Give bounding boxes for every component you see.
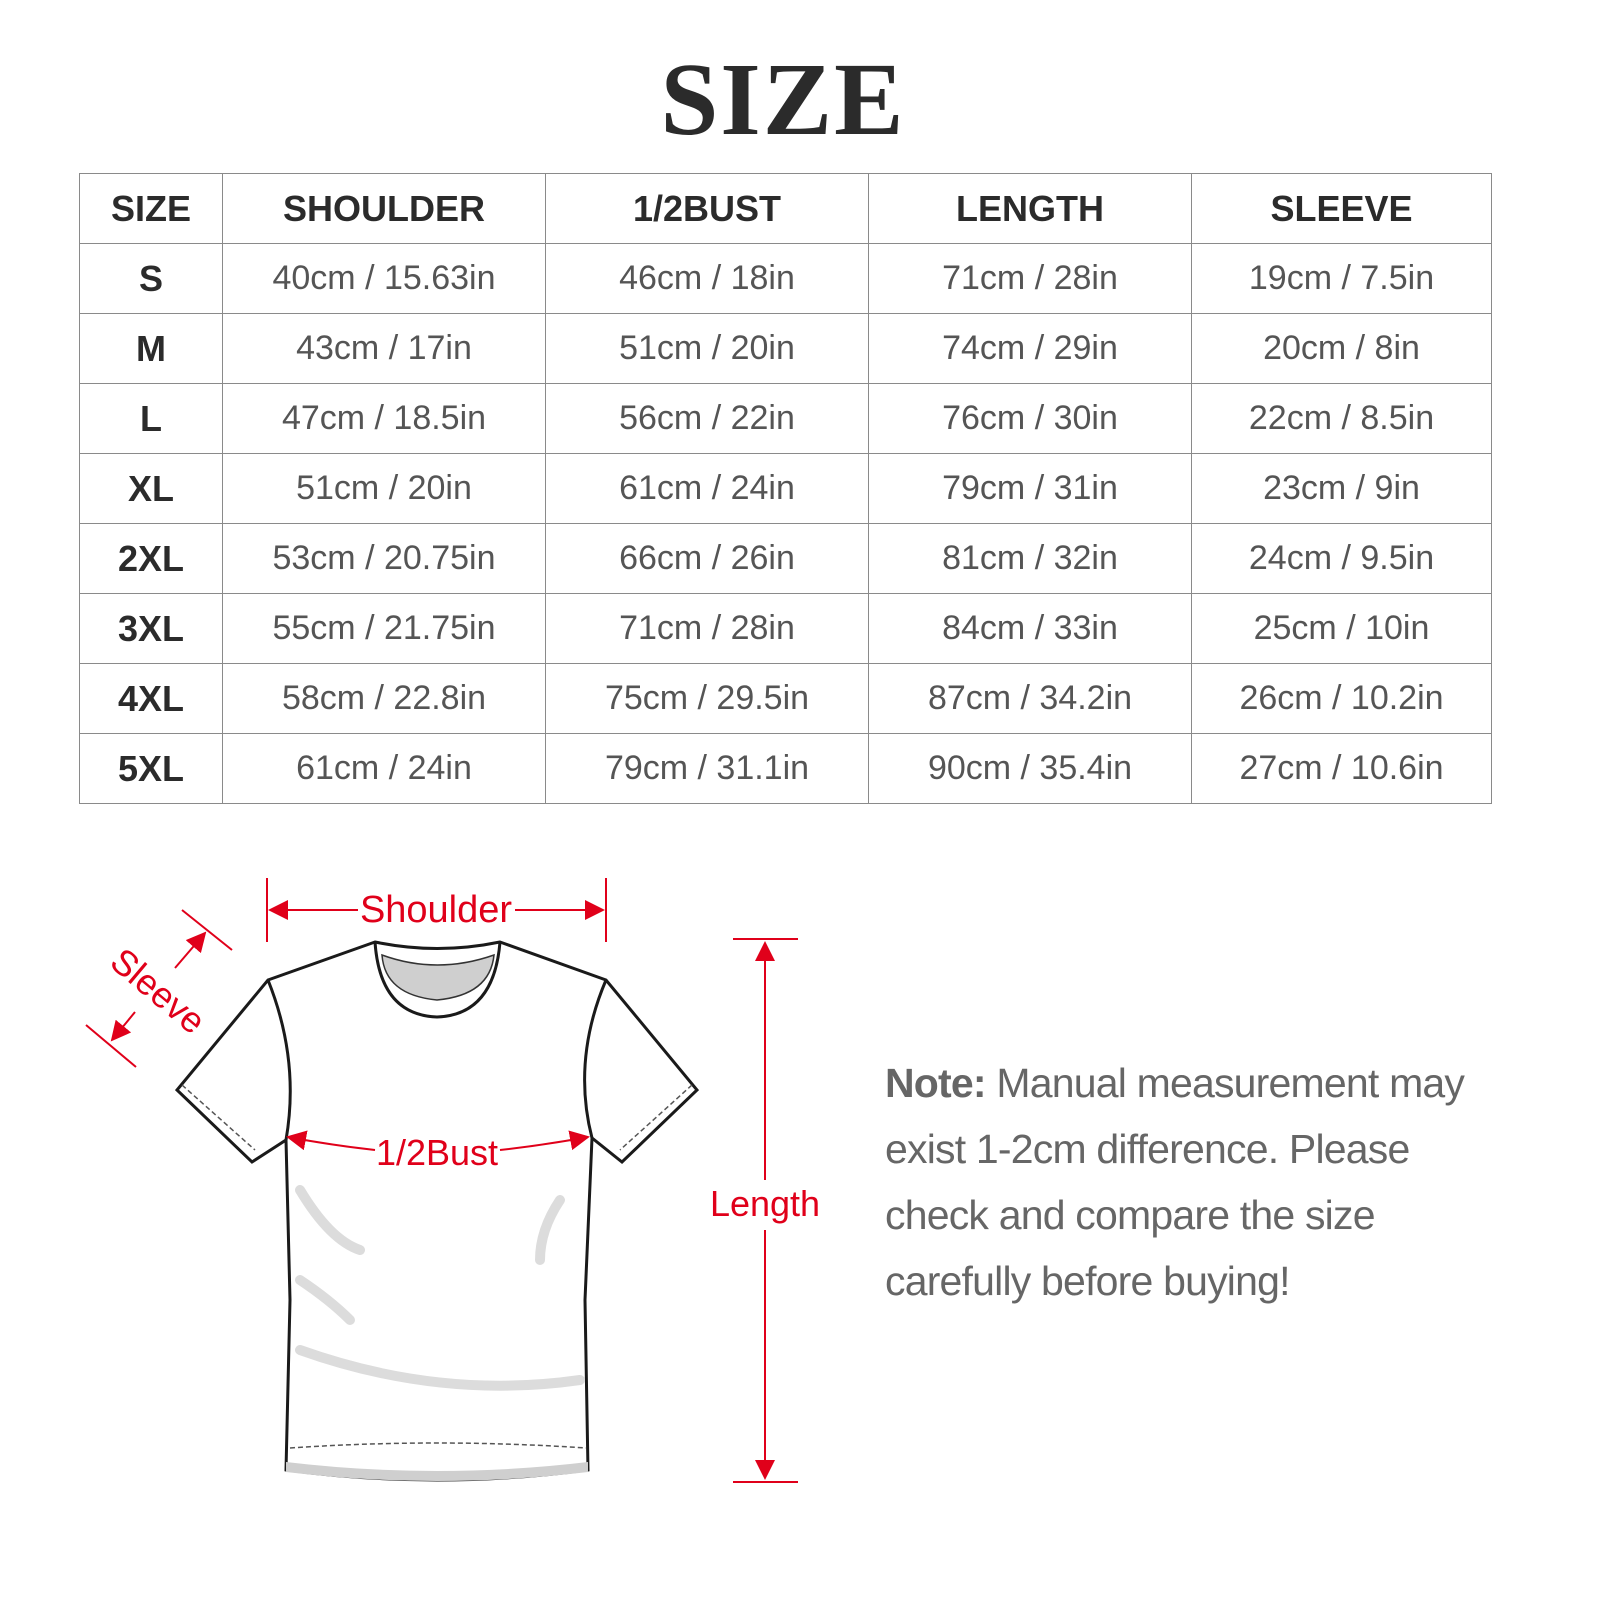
table-row: S 40cm / 15.63in 46cm / 18in 71cm / 28in 19c…	[79, 243, 1492, 314]
note-label: Note:	[885, 1060, 987, 1106]
column-header: SLEEVE	[1191, 173, 1492, 244]
measurement-cell: 79cm / 31.1in	[545, 733, 869, 804]
sleeve-measurement: Sleeve	[85, 909, 233, 1068]
measurement-cell: 81cm / 32in	[868, 523, 1192, 594]
length-label: Length	[710, 1183, 820, 1224]
measurement-cell: 61cm / 24in	[222, 733, 546, 804]
measurement-cell: 71cm / 28in	[868, 243, 1192, 314]
table-row: 3XL 55cm / 21.75in 71cm / 28in 84cm / 33in 2…	[79, 593, 1492, 664]
measurement-cell: 90cm / 35.4in	[868, 733, 1192, 804]
measurement-cell: 47cm / 18.5in	[222, 383, 546, 454]
table-row: M 43cm / 17in 51cm / 20in 74cm / 29in 20cm /…	[79, 313, 1492, 384]
size-cell: M	[79, 313, 223, 384]
measurement-cell: 87cm / 34.2in	[868, 663, 1192, 734]
measurement-cell: 76cm / 30in	[868, 383, 1192, 454]
measurement-cell: 26cm / 10.2in	[1191, 663, 1492, 734]
shoulder-measurement: Shoulder	[266, 878, 607, 942]
size-cell: 5XL	[79, 733, 223, 804]
measurement-cell: 71cm / 28in	[545, 593, 869, 664]
table-header-row: SIZE SHOULDER 1/2BUST LENGTH SLEEVE	[79, 173, 1492, 244]
measurement-cell: 25cm / 10in	[1191, 593, 1492, 664]
measurement-cell: 51cm / 20in	[545, 313, 869, 384]
size-cell: XL	[79, 453, 223, 524]
page-title: SIZE	[660, 42, 906, 157]
sleeve-label: Sleeve	[103, 940, 214, 1042]
size-cell: S	[79, 243, 223, 314]
measurement-cell: 19cm / 7.5in	[1191, 243, 1492, 314]
measurement-cell: 66cm / 26in	[545, 523, 869, 594]
measurement-cell: 79cm / 31in	[868, 453, 1192, 524]
column-header: LENGTH	[868, 173, 1192, 244]
length-measurement: Length	[710, 938, 820, 1483]
measurement-cell: 55cm / 21.75in	[222, 593, 546, 664]
measurement-cell: 23cm / 9in	[1191, 453, 1492, 524]
measurement-note: Note: Manual measurement may exist 1-2cm…	[885, 1050, 1505, 1314]
size-cell: 4XL	[79, 663, 223, 734]
shoulder-label: Shoulder	[360, 889, 512, 931]
tshirt-icon	[174, 940, 700, 1482]
measurement-cell: 20cm / 8in	[1191, 313, 1492, 384]
bust-measurement: 1/2Bust	[286, 1130, 590, 1173]
column-header: SHOULDER	[222, 173, 546, 244]
measurement-cell: 24cm / 9.5in	[1191, 523, 1492, 594]
note-text: Manual measurement may exist 1-2cm diffe…	[885, 1060, 1465, 1304]
measurement-cell: 74cm / 29in	[868, 313, 1192, 384]
measurement-cell: 40cm / 15.63in	[222, 243, 546, 314]
measurement-cell: 53cm / 20.75in	[222, 523, 546, 594]
size-cell: L	[79, 383, 223, 454]
measurement-cell: 84cm / 33in	[868, 593, 1192, 664]
table-row: 5XL 61cm / 24in 79cm / 31.1in 90cm / 35.4in…	[79, 733, 1492, 804]
measurement-cell: 27cm / 10.6in	[1191, 733, 1492, 804]
table-row: 4XL 58cm / 22.8in 75cm / 29.5in 87cm / 34.2…	[79, 663, 1492, 734]
measurement-cell: 51cm / 20in	[222, 453, 546, 524]
size-cell: 2XL	[79, 523, 223, 594]
measurement-cell: 43cm / 17in	[222, 313, 546, 384]
bust-label: 1/2Bust	[376, 1132, 498, 1173]
tshirt-measurement-diagram: Shoulder Sleeve 1/2Bust Length	[85, 878, 820, 1483]
table-row: L 47cm / 18.5in 56cm / 22in 76cm / 30in 22cm…	[79, 383, 1492, 454]
table-row: XL 51cm / 20in 61cm / 24in 79cm / 31in 23cm …	[79, 453, 1492, 524]
measurement-cell: 46cm / 18in	[545, 243, 869, 314]
measurement-cell: 75cm / 29.5in	[545, 663, 869, 734]
measurement-cell: 61cm / 24in	[545, 453, 869, 524]
measurement-cell: 22cm / 8.5in	[1191, 383, 1492, 454]
size-table: SIZE SHOULDER 1/2BUST LENGTH SLEEVE S 40cm / …	[79, 173, 1492, 804]
column-header: 1/2BUST	[545, 173, 869, 244]
measurement-cell: 58cm / 22.8in	[222, 663, 546, 734]
table-row: 2XL 53cm / 20.75in 66cm / 26in 81cm / 32in 2…	[79, 523, 1492, 594]
size-cell: 3XL	[79, 593, 223, 664]
measurement-cell: 56cm / 22in	[545, 383, 869, 454]
column-header: SIZE	[79, 173, 223, 244]
